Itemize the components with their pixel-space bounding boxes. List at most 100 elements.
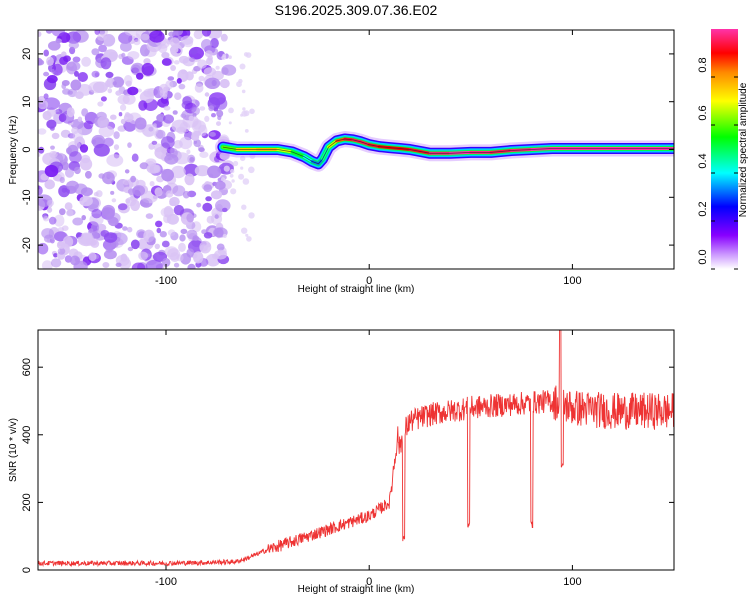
snr-series bbox=[38, 330, 674, 568]
noise-blob bbox=[59, 176, 65, 184]
noise-blob bbox=[91, 48, 100, 56]
noise-blob bbox=[208, 105, 215, 112]
noise-blob bbox=[221, 67, 229, 75]
noise-blob bbox=[50, 145, 55, 150]
noise-blob bbox=[159, 231, 167, 238]
noise-blob bbox=[206, 57, 213, 65]
noise-blob bbox=[161, 168, 175, 182]
noise-blob bbox=[176, 254, 184, 262]
noise-blob bbox=[199, 244, 208, 252]
noise-blob bbox=[140, 33, 150, 41]
noise-blob bbox=[100, 57, 112, 70]
noise-blob bbox=[49, 150, 58, 158]
noise-blob bbox=[216, 121, 221, 126]
noise-blob bbox=[156, 227, 162, 234]
noise-blob bbox=[193, 30, 204, 40]
y-tick-label: 400 bbox=[21, 426, 33, 444]
noise-blob bbox=[51, 132, 60, 140]
noise-blob bbox=[160, 136, 175, 149]
noise-blob bbox=[214, 227, 224, 238]
noise-blob bbox=[72, 56, 81, 63]
noise-blob bbox=[180, 228, 188, 235]
noise-blob bbox=[149, 181, 155, 187]
noise-blob bbox=[173, 262, 180, 268]
noise-blob bbox=[104, 80, 111, 87]
noise-blob bbox=[141, 124, 159, 137]
noise-blob bbox=[204, 92, 210, 97]
noise-blob bbox=[220, 33, 228, 42]
noise-blob bbox=[242, 178, 250, 185]
noise-blob bbox=[62, 235, 74, 248]
noise-blob bbox=[249, 108, 255, 115]
noise-blob bbox=[167, 229, 176, 236]
noise-blob bbox=[76, 232, 82, 238]
noise-blob bbox=[172, 110, 178, 115]
noise-blob bbox=[97, 116, 109, 128]
noise-blob bbox=[111, 198, 117, 203]
noise-blob bbox=[50, 126, 55, 131]
noise-blob bbox=[78, 129, 83, 134]
noise-blob bbox=[198, 75, 205, 82]
noise-blob bbox=[77, 116, 83, 122]
noise-blob bbox=[46, 56, 54, 66]
noise-blob bbox=[214, 249, 228, 260]
noise-blob bbox=[143, 88, 156, 98]
noise-blob bbox=[44, 164, 59, 178]
noise-blob bbox=[178, 242, 186, 252]
noise-blob bbox=[194, 83, 204, 93]
noise-blob bbox=[94, 30, 100, 35]
noise-blob bbox=[240, 113, 244, 117]
noise-blob bbox=[197, 59, 208, 69]
noise-blob bbox=[245, 233, 249, 237]
snr-frame bbox=[37, 329, 675, 571]
noise-blob bbox=[100, 96, 107, 102]
noise-blob bbox=[122, 226, 128, 231]
noise-blob bbox=[203, 232, 213, 239]
noise-blob bbox=[229, 173, 234, 178]
noise-blob bbox=[106, 154, 124, 167]
noise-blob bbox=[57, 247, 66, 255]
spectrogram-y-ticks: -20 -10 0 10 20 bbox=[21, 48, 674, 253]
noise-blob bbox=[43, 93, 49, 100]
noise-blob bbox=[66, 107, 75, 118]
noise-blob bbox=[210, 190, 223, 200]
noise-blob bbox=[119, 257, 131, 269]
y-tick-label: 200 bbox=[21, 493, 33, 511]
noise-blob bbox=[124, 30, 138, 36]
noise-blob bbox=[206, 215, 215, 224]
noise-blob bbox=[79, 144, 89, 153]
noise-blob bbox=[222, 234, 227, 238]
noise-blob bbox=[123, 113, 134, 123]
noise-blob bbox=[162, 93, 168, 100]
noise-blob bbox=[161, 240, 170, 248]
noise-blob bbox=[209, 131, 216, 137]
noise-blob bbox=[88, 252, 97, 262]
noise-blob bbox=[178, 55, 190, 64]
noise-blob bbox=[61, 187, 67, 193]
noise-blob bbox=[214, 181, 226, 190]
noise-blob bbox=[228, 107, 234, 114]
noise-blob bbox=[46, 199, 55, 207]
noise-blob bbox=[47, 207, 53, 213]
noise-blob bbox=[236, 81, 242, 88]
noise-blob bbox=[148, 236, 157, 244]
noise-blob bbox=[43, 234, 55, 243]
noise-blob bbox=[38, 128, 47, 135]
noise-blob bbox=[221, 177, 225, 182]
noise-blob bbox=[222, 53, 226, 58]
noise-blob bbox=[115, 90, 122, 96]
noise-blob bbox=[85, 170, 92, 179]
noise-blob bbox=[51, 63, 63, 76]
noise-blob bbox=[122, 93, 136, 105]
noise-blob bbox=[186, 248, 195, 258]
noise-blob bbox=[169, 37, 180, 48]
colorbar-tick-label: 0.6 bbox=[697, 105, 709, 120]
noise-blob bbox=[241, 227, 248, 234]
spectrogram-y-axis-title: Frequency (Hz) bbox=[8, 116, 19, 185]
noise-blob bbox=[178, 83, 186, 90]
noise-blob bbox=[97, 33, 107, 41]
noise-blob bbox=[187, 263, 196, 269]
figure-title: S196.2025.309.07.36.E02 bbox=[275, 2, 438, 18]
noise-blob bbox=[38, 31, 42, 37]
noise-blob bbox=[182, 190, 190, 199]
